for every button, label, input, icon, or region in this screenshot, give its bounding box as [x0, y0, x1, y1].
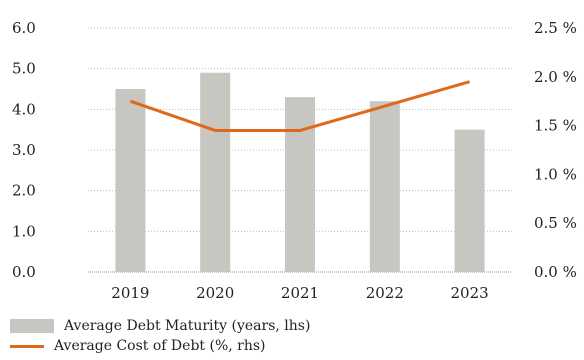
left-tick-label: 6.0 [12, 19, 36, 37]
legend-swatch-bar [10, 319, 54, 333]
legend-item-maturity: Average Debt Maturity (years, lhs) [10, 318, 310, 334]
bars [115, 72, 485, 272]
bar-2021 [285, 97, 315, 272]
legend-label-maturity: Average Debt Maturity (years, lhs) [64, 318, 311, 334]
right-tick-label: 1.0 % [534, 165, 577, 183]
legend-label-cost: Average Cost of Debt (%, rhs) [54, 338, 266, 354]
left-tick-label: 3.0 [12, 141, 36, 159]
x-axis-ticks: 2019 2020 2021 2022 2023 [111, 284, 488, 302]
cost-of-debt-line [129, 80, 471, 132]
left-tick-label: 0.0 [12, 263, 36, 281]
legend-item-cost: Average Cost of Debt (%, rhs) [10, 338, 266, 354]
bar-2019 [115, 89, 146, 272]
x-tick-label: 2021 [281, 284, 319, 302]
right-tick-label: 0.0 % [534, 263, 577, 281]
x-tick-label: 2019 [111, 284, 149, 302]
left-tick-label: 5.0 [12, 60, 36, 78]
left-tick-label: 4.0 [12, 100, 36, 118]
left-tick-label: 1.0 [12, 222, 36, 240]
bar-2020 [200, 72, 231, 272]
x-tick-label: 2020 [196, 284, 234, 302]
x-tick-label: 2022 [366, 284, 404, 302]
right-tick-label: 0.5 % [534, 214, 577, 232]
right-tick-label: 1.5 % [534, 117, 577, 135]
left-axis-ticks: 0.0 1.0 2.0 3.0 4.0 5.0 6.0 [12, 19, 36, 281]
legend-swatch-line [10, 344, 44, 348]
bar-2023 [454, 129, 485, 272]
right-tick-label: 2.0 % [534, 68, 577, 86]
left-tick-label: 2.0 [12, 182, 36, 200]
right-axis-ticks: 0.0 % 0.5 % 1.0 % 1.5 % 2.0 % 2.5 % [534, 19, 577, 281]
x-tick-label: 2023 [451, 284, 489, 302]
bar-2022 [369, 101, 400, 272]
right-tick-label: 2.5 % [534, 19, 577, 37]
